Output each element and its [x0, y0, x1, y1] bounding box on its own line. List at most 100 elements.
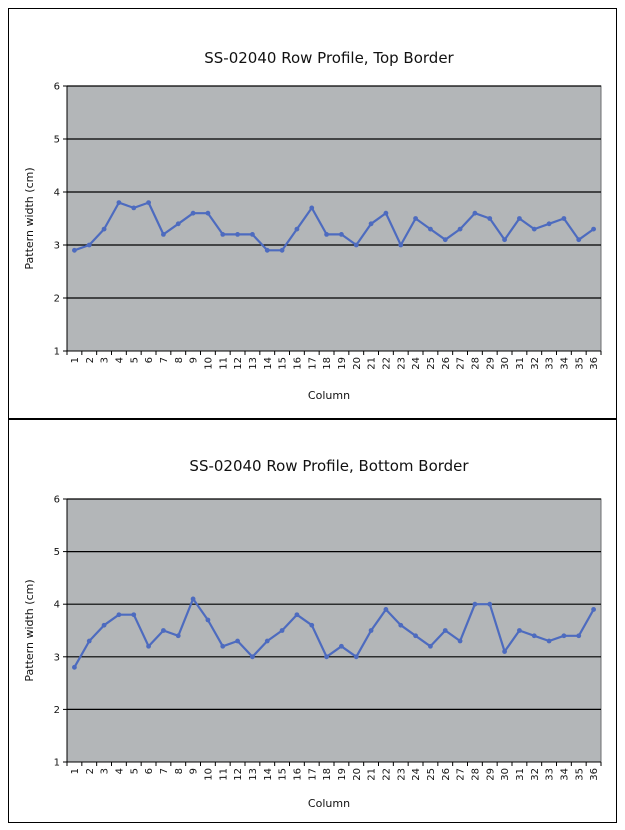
x-tick-label: 28	[470, 357, 481, 370]
x-tick-label: 2	[85, 357, 96, 363]
y-tick-label: 1	[54, 347, 60, 358]
data-point	[190, 210, 196, 216]
x-tick-label: 7	[159, 768, 170, 774]
data-point	[250, 654, 255, 660]
data-point	[309, 205, 315, 211]
x-tick-label: 23	[396, 768, 407, 781]
x-tick-label: 1	[70, 357, 81, 363]
data-point	[101, 226, 107, 232]
data-point	[502, 237, 507, 243]
data-point	[294, 612, 300, 618]
x-tick-label: 31	[515, 357, 526, 370]
data-point	[546, 221, 552, 227]
x-tick-label: 30	[500, 768, 511, 781]
x-axis-label: Column	[308, 797, 350, 810]
x-tick-label: 35	[574, 768, 585, 781]
data-point	[502, 649, 507, 654]
data-point	[324, 232, 329, 237]
y-tick-label: 4	[54, 188, 60, 199]
data-point	[531, 226, 537, 232]
data-point	[561, 216, 567, 221]
data-point	[235, 232, 240, 237]
data-point	[220, 232, 226, 237]
x-tick-label: 29	[485, 768, 496, 781]
data-point	[487, 601, 493, 607]
x-tick-label: 14	[263, 768, 274, 781]
data-point	[576, 633, 582, 639]
data-point	[116, 200, 122, 206]
x-tick-label: 28	[470, 768, 481, 781]
data-point	[264, 638, 270, 644]
data-point	[205, 617, 211, 623]
data-point	[72, 664, 77, 670]
x-tick-label: 16	[292, 357, 303, 370]
x-tick-label: 25	[426, 357, 437, 370]
x-tick-label: 6	[144, 357, 155, 363]
chart-title: SS-02040 Row Profile, Bottom Border	[189, 457, 469, 475]
data-point	[442, 237, 448, 243]
x-tick-label: 5	[129, 357, 140, 363]
data-point	[353, 654, 359, 660]
x-tick-label: 22	[381, 357, 392, 370]
x-tick-label: 9	[189, 357, 200, 363]
x-tick-label: 23	[396, 357, 407, 370]
x-tick-label: 19	[337, 768, 348, 781]
x-tick-label: 11	[218, 768, 229, 781]
chart-panel-top: SS-02040 Row Profile, Top Border 1 2 3 4 5 6 1 2…	[8, 8, 617, 419]
data-point	[383, 607, 389, 612]
x-tick-label: 13	[248, 357, 259, 370]
x-tick-label: 32	[530, 768, 541, 781]
data-point	[324, 654, 329, 660]
data-point	[531, 633, 537, 639]
y-tick-label: 3	[54, 652, 60, 663]
x-tick-label: 2	[85, 768, 96, 774]
x-tick-label: 3	[100, 357, 111, 363]
x-tick-label: 24	[411, 768, 422, 781]
data-point	[368, 628, 374, 633]
chart-bottom: SS-02040 Row Profile, Bottom Border12345…	[23, 457, 602, 810]
x-tick-label: 26	[441, 357, 452, 370]
x-tick-label: 8	[174, 768, 185, 774]
x-tick-label: 10	[203, 357, 214, 370]
data-point	[457, 638, 463, 644]
data-point	[175, 633, 181, 639]
x-tick-label: 15	[278, 768, 289, 781]
data-point	[279, 247, 285, 253]
data-point	[309, 622, 315, 628]
x-tick-label: 10	[203, 768, 214, 781]
y-tick-label: 2	[54, 294, 60, 305]
x-tick-label: 35	[574, 357, 585, 370]
x-tick-label: 27	[456, 357, 467, 370]
data-point	[398, 242, 404, 248]
data-point	[546, 638, 552, 644]
data-point	[161, 232, 166, 237]
data-point	[413, 216, 418, 221]
data-point	[472, 210, 478, 216]
data-point	[116, 612, 122, 618]
x-tick-label: 32	[530, 357, 541, 370]
data-point	[353, 242, 359, 248]
x-tick-label: 8	[174, 357, 185, 363]
data-point	[146, 200, 151, 206]
x-tick-label: 4	[114, 768, 125, 774]
x-tick-label: 22	[381, 768, 392, 781]
x-tick-label: 14	[263, 357, 274, 370]
y-axis-label: Pattern width (cm)	[23, 579, 36, 681]
data-point	[428, 226, 433, 232]
x-tick-label: 3	[100, 768, 111, 774]
data-point	[250, 232, 255, 237]
data-point	[161, 628, 166, 633]
data-point	[86, 242, 92, 248]
data-point	[487, 216, 493, 221]
x-tick-label: 6	[144, 768, 155, 774]
data-point	[413, 633, 418, 639]
x-tick-label: 5	[129, 768, 140, 774]
data-point	[339, 232, 344, 237]
x-tick-label: 17	[307, 768, 318, 781]
x-tick-label: 24	[411, 357, 422, 370]
data-point	[442, 628, 448, 633]
data-point	[368, 221, 374, 227]
data-point	[72, 247, 77, 253]
